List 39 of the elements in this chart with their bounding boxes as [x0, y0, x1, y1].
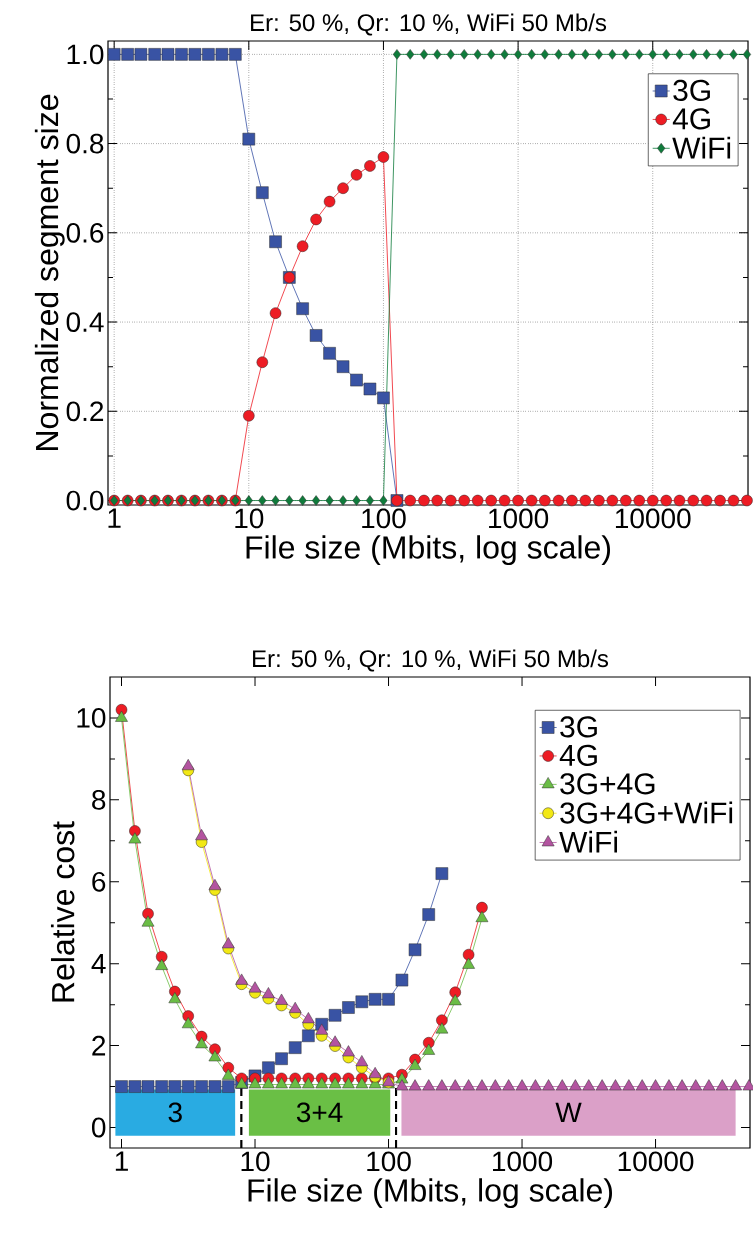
- legend-label: WiFi: [672, 136, 731, 159]
- x-tick-label: 10000: [618, 1151, 694, 1172]
- chart-title: Er: 50 %, Qr: 10 %, WiFi 50 Mb/s: [253, 649, 609, 672]
- band-label: W: [555, 1102, 582, 1122]
- x-axis-title: File size (Mbits, log scale): [246, 535, 610, 566]
- legend-label: 4G: [559, 744, 597, 766]
- y-tick-label: 0: [91, 1117, 106, 1138]
- y-axis-title: Relative cost: [50, 821, 75, 1002]
- x-axis-title: File size (Mbits, log scale): [248, 1178, 612, 1209]
- y-tick-label: 1.0: [67, 44, 104, 65]
- y-tick-label: 10: [77, 708, 106, 728]
- x-tick-label: 10: [235, 508, 264, 529]
- legend-label: 3G+4G+WiFi: [560, 801, 733, 824]
- y-tick-label: 8: [92, 789, 106, 810]
- y-tick-label: 0.2: [66, 401, 104, 422]
- y-tick-label: 0.0: [66, 490, 104, 511]
- y-tick-label: 0.8: [66, 133, 104, 154]
- x-tick-label: 10000: [615, 508, 691, 529]
- legend-label: 3G: [673, 79, 710, 102]
- legend-label: WiFi: [559, 830, 618, 853]
- band-label: 3+4: [296, 1102, 343, 1123]
- legend-label: 3G+4G: [560, 773, 655, 795]
- band-label: 3: [168, 1102, 182, 1123]
- y-tick-label: 0.6: [66, 222, 104, 243]
- y-tick-label: 4: [91, 954, 106, 974]
- y-tick-label: 6: [92, 871, 106, 892]
- x-tick-label: 1: [108, 508, 121, 528]
- x-tick-label: 1: [115, 1151, 128, 1171]
- y-tick-label: 2: [92, 1035, 106, 1056]
- x-tick-label: 1000: [489, 508, 549, 529]
- legend-label: 3G: [560, 716, 597, 738]
- legend-label: 4G: [672, 108, 710, 130]
- y-axis-title: Normalized segment size: [34, 94, 65, 450]
- x-tick-label: 100: [367, 1151, 411, 1172]
- x-tick-label: 10: [241, 1151, 270, 1172]
- y-tick-label: 0.4: [66, 312, 104, 332]
- chart-title: Er: 50 %, Qr: 10 %, WiFi 50 Mb/s: [251, 13, 607, 36]
- x-tick-label: 1000: [493, 1151, 553, 1172]
- x-tick-label: 100: [362, 508, 406, 529]
